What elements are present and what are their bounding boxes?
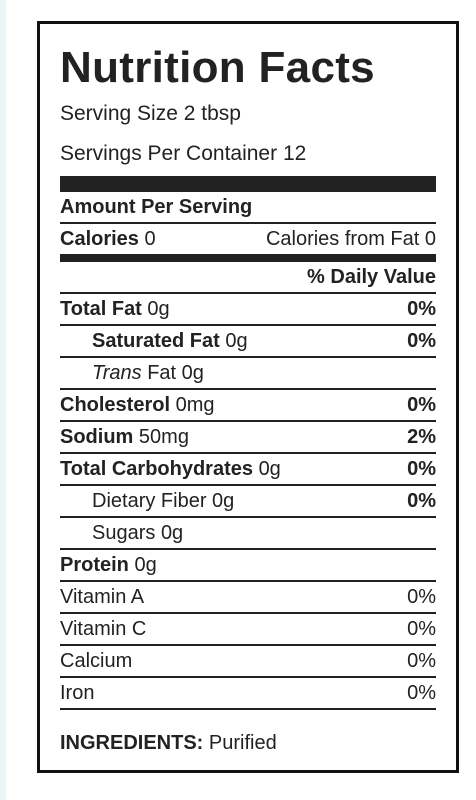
nutrient-name: Fat: [147, 362, 177, 384]
nutrient-row: Total Carbohydrates 0g 0%: [60, 452, 436, 484]
serving-size-value: 2 tbsp: [183, 102, 241, 125]
nutrient: Trans Fat 0g: [60, 358, 204, 388]
nutrient-row: Sugars 0g: [60, 516, 436, 548]
vitamin-name: Calcium: [60, 650, 133, 672]
nutrient-row: Sodium 50mg 2%: [60, 420, 436, 452]
nutrient-name: Total Carbohydrates: [60, 458, 253, 480]
vitamin-row: Vitamin C 0%: [60, 612, 436, 644]
servings-label: Servings Per Container: [60, 142, 278, 165]
nutrient-row: Trans Fat 0g: [60, 356, 436, 388]
nutrient-amount: 0g: [134, 554, 157, 576]
nutrient-dv: 0%: [407, 330, 436, 352]
vitamin-dv: 0%: [407, 586, 436, 608]
nutrient-name: Total Fat: [60, 298, 142, 320]
nutrient: Total Fat 0g: [60, 294, 170, 324]
nutrient: Total Carbohydrates 0g: [60, 454, 281, 484]
nutrient-name: Dietary Fiber: [92, 490, 207, 512]
nutrient: Cholesterol 0mg: [60, 390, 215, 420]
nutrient-amount: 0g: [225, 330, 248, 352]
nutrient-name: Saturated Fat: [92, 330, 220, 352]
servings-value: 12: [282, 142, 307, 165]
nutrient-amount: 50mg: [138, 426, 189, 448]
servings: Servings Per Container 12: [60, 134, 436, 174]
title: Nutrition Facts: [60, 43, 375, 92]
nutrient-row: Saturated Fat 0g 0%: [60, 324, 436, 356]
dv-header-row: % Daily Value: [60, 262, 436, 292]
nutrient-amount: 0g: [258, 458, 281, 480]
ingredients-text: Purified: [208, 732, 277, 754]
rule: [60, 708, 436, 710]
vitamin-name: Iron: [60, 682, 95, 704]
nutrient-dv: 0%: [407, 458, 436, 480]
ingredients: INGREDIENTS: Purified: [60, 728, 436, 758]
nutrient-dv: 0%: [407, 394, 436, 416]
nutrient-name: Cholesterol: [60, 394, 171, 416]
nutrient-amount: 0g: [160, 522, 184, 544]
dv-header: % Daily Value: [307, 266, 436, 288]
vitamin-name: Vitamin A: [60, 586, 145, 608]
nutrient: Dietary Fiber 0g: [60, 486, 234, 516]
nutrition-label: Nutrition Facts Serving Size 2 tbsp Serv…: [37, 21, 459, 773]
calories: Calories 0: [60, 224, 156, 254]
vitamin-row: Vitamin A 0%: [60, 580, 436, 612]
from-fat-value: 0: [424, 228, 436, 250]
vitamin-row: Calcium 0%: [60, 644, 436, 676]
nutrient-amount: 0g: [147, 298, 170, 320]
nutrient-name: Sugars: [92, 522, 156, 544]
thick-rule: [60, 176, 436, 192]
nutrient-amount: 0mg: [175, 394, 215, 416]
nutrient-amount: 0g: [181, 362, 204, 384]
from-fat-label: Calories from Fat: [265, 228, 420, 250]
nutrient: Saturated Fat 0g: [60, 326, 248, 356]
nutrient-row: Protein 0g: [60, 548, 436, 580]
nutrient: Sodium 50mg: [60, 422, 189, 452]
vitamin-dv: 0%: [407, 618, 436, 640]
serving-size-label: Serving Size: [60, 102, 178, 125]
nutrient-amount: 0g: [212, 490, 235, 512]
vitamin-dv: 0%: [407, 682, 436, 704]
nutrient-name-italic: Trans: [92, 362, 142, 384]
serving-size: Serving Size 2 tbsp: [60, 94, 436, 134]
amount-per-serving: Amount Per Serving: [60, 196, 253, 218]
nutrient-dv: 0%: [407, 490, 436, 512]
nutrient: Protein 0g: [60, 550, 157, 580]
vitamin-row: Iron 0%: [60, 676, 436, 708]
label-content: Nutrition Facts Serving Size 2 tbsp Serv…: [60, 24, 436, 758]
nutrient-name: Protein: [60, 554, 129, 576]
nutrient-row: Dietary Fiber 0g 0%: [60, 484, 436, 516]
nutrient-name: Sodium: [60, 426, 134, 448]
vitamin-dv: 0%: [407, 650, 436, 672]
nutrient-row: Cholesterol 0mg 0%: [60, 388, 436, 420]
amount-row: Amount Per Serving: [60, 192, 436, 222]
calories-value: 0: [144, 228, 156, 250]
calories-row: Calories 0 Calories from Fat 0: [60, 222, 436, 254]
medium-rule: [60, 254, 436, 262]
calories-from-fat: Calories from Fat 0: [266, 224, 436, 254]
calories-label: Calories: [60, 228, 139, 250]
nutrient-dv: 2%: [407, 426, 436, 448]
nutrient-dv: 0%: [407, 298, 436, 320]
nutrient-row: Total Fat 0g 0%: [60, 292, 436, 324]
vitamin-name: Vitamin C: [60, 618, 147, 640]
ingredients-label: INGREDIENTS:: [60, 732, 204, 754]
nutrient: Sugars 0g: [60, 518, 183, 548]
